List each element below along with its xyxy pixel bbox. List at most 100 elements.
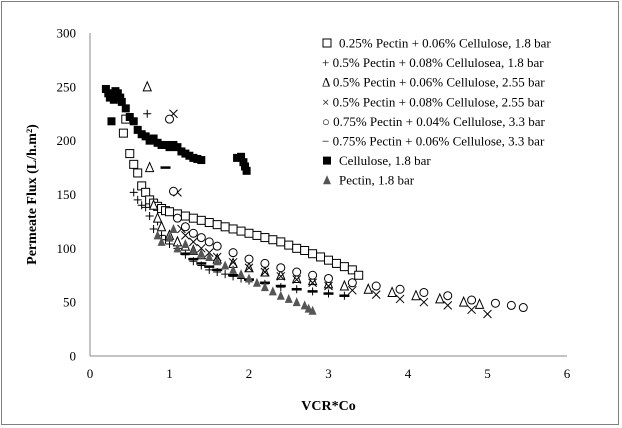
data-point [419,287,429,297]
data-point [308,278,317,288]
series-3 [169,109,492,319]
data-point [339,279,350,291]
data-point [506,300,516,310]
data-point [129,117,138,126]
y-tick-label: 100 [57,241,77,256]
data-point [275,284,286,288]
axes [89,33,567,357]
data-point [141,203,150,212]
series-4 [165,114,528,313]
data-point [173,243,182,253]
data-point [239,158,248,167]
y-tick-label: 150 [57,187,77,202]
data-point [244,263,254,273]
data-point [324,273,333,283]
data-point [252,230,262,240]
data-point [284,240,294,250]
data-point [237,269,246,279]
data-point [157,236,166,246]
data-point [180,222,190,232]
data-point [291,287,302,291]
data-point [228,257,238,267]
data-point [229,264,238,274]
data-point [101,84,110,93]
legend-marker [323,156,331,165]
y-tick-label: 50 [63,295,76,310]
series-6 [101,84,251,175]
data-point [260,258,270,268]
data-point [180,211,190,221]
legend-entry: Pectin, 1.8 bar [339,173,415,188]
data-point [467,295,477,305]
data-point [118,128,128,138]
data-point [268,286,277,296]
data-point [474,298,485,309]
data-point [308,249,318,259]
series-7 [153,223,317,315]
data-point [395,284,405,294]
data-point [188,257,199,261]
data-point [387,286,397,297]
data-point [228,224,238,234]
data-point [149,224,158,233]
data-point [188,228,198,238]
data-points [101,80,528,319]
x-tick-label: 2 [246,366,253,381]
data-point [213,256,222,266]
data-point [129,188,138,197]
data-point [292,243,302,253]
data-point [292,267,302,277]
data-point [188,237,198,247]
data-point [483,309,492,319]
data-point [307,290,318,293]
data-point [149,134,158,143]
data-point [245,273,253,283]
data-point [196,215,206,225]
data-point [196,262,207,265]
data-point [252,277,261,287]
legend-entry: 0.25% Pectin + 0.06% Cellulose, 1.8 bar [339,36,551,51]
data-point [284,293,293,303]
y-axis-label: Permeate Flux (L/h.m²) [25,124,40,265]
data-point [148,199,159,210]
legend-entry: ○ 0.75% Pectin + 0.04% Cellulose, 3.3 ba… [322,114,545,129]
data-point [276,263,286,273]
data-point [371,290,381,299]
data-point [220,222,230,232]
data-point [339,262,349,272]
data-point [117,97,126,106]
x-tick-label: 4 [405,366,412,381]
data-point [236,226,246,236]
y-tick-label: 0 [70,349,77,364]
data-point [180,252,191,255]
data-point [443,291,453,301]
data-point [109,95,118,104]
x-tick-label: 5 [484,366,491,381]
data-point [165,114,174,124]
data-point [443,301,453,310]
data-point [347,278,357,288]
data-point [204,237,214,247]
x-tick-label: 1 [166,366,173,381]
y-tick-label: 200 [57,133,77,148]
x-tick-label: 3 [325,366,332,381]
data-point [125,149,135,159]
data-point [133,125,142,134]
data-point [221,260,230,270]
data-point [292,275,302,284]
legend-entry: + 0.5% Pectin + 0.08% Cellulosea, 1.8 ba… [322,55,544,70]
data-point [188,213,198,223]
data-point [419,297,429,307]
data-point [137,201,146,210]
data-point [260,282,269,292]
data-point [165,207,174,217]
data-point [212,268,223,272]
data-point [197,156,206,165]
legend-marker [323,175,331,185]
data-point [435,292,445,304]
data-point [276,237,286,247]
data-point [308,305,317,315]
data-point [181,239,190,249]
